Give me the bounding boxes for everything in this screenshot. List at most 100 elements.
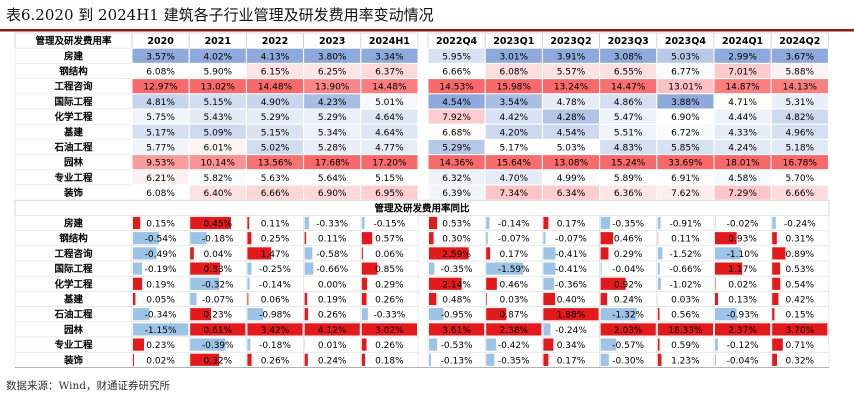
- cell-value: 7.62%: [671, 189, 700, 199]
- cell-value: 6.39%: [442, 189, 471, 199]
- cell-value: 0.92%: [614, 280, 643, 290]
- column-header: 2023Q4: [665, 36, 707, 47]
- cell-value: 15.98%: [497, 83, 532, 93]
- data-bar: [658, 278, 661, 290]
- cell-value: 5.64%: [318, 174, 347, 184]
- cell-value: 5.28%: [318, 144, 347, 154]
- cell-value: 6.68%: [442, 128, 471, 138]
- cell-value: 6.34%: [557, 189, 586, 199]
- cell-value: 5.17%: [500, 144, 529, 154]
- cell-value: 0.24%: [318, 356, 347, 366]
- data-bar: [715, 354, 716, 366]
- cell-value: 6.91%: [671, 174, 700, 184]
- data-bar: [543, 263, 555, 275]
- cell-value: 0.85%: [375, 265, 404, 275]
- cell-value: -0.04%: [612, 265, 644, 275]
- row-label: 基建: [63, 294, 84, 306]
- cell-value: 4.44%: [728, 113, 757, 123]
- cell-value: -0.13%: [441, 356, 473, 366]
- data-bar: [601, 217, 611, 229]
- cell-value: 12.97%: [143, 83, 178, 93]
- cell-value: -0.33%: [316, 220, 348, 230]
- cell-value: -0.07%: [202, 296, 234, 306]
- cell-value: 5.57%: [557, 68, 586, 78]
- cell-value: -0.35%: [441, 265, 473, 275]
- cell-value: 0.54%: [786, 280, 815, 290]
- cell-value: 7.29%: [728, 189, 757, 199]
- cell-value: -0.07%: [555, 235, 587, 245]
- cell-value: 0.06%: [261, 296, 290, 306]
- data-bar: [362, 232, 372, 244]
- cell-value: -0.41%: [555, 265, 587, 275]
- cell-value: 0.15%: [786, 311, 815, 321]
- cell-value: 7.92%: [442, 113, 471, 123]
- cell-value: 2.38%: [500, 326, 529, 336]
- cell-value: 5.02%: [261, 144, 290, 154]
- cell-value: -0.53%: [441, 341, 473, 351]
- data-bar: [305, 263, 314, 275]
- cell-value: 5.70%: [786, 174, 815, 184]
- data-bar: [362, 339, 367, 351]
- cell-value: 6.08%: [500, 68, 529, 78]
- cell-value: -1.02%: [669, 280, 701, 290]
- column-header: 2022Q4: [436, 36, 478, 47]
- data-bar: [247, 263, 251, 275]
- cell-value: 0.23%: [204, 311, 233, 321]
- cell-value: 5.29%: [442, 144, 471, 154]
- cell-value: -0.24%: [555, 326, 587, 336]
- cell-value: 0.59%: [671, 341, 700, 351]
- cell-value: 18.01%: [725, 159, 760, 169]
- cell-value: 5.15%: [375, 174, 404, 184]
- cell-value: 2.03%: [614, 326, 643, 336]
- data-bar: [247, 232, 251, 244]
- data-bar: [133, 339, 144, 351]
- cell-value: 6.66%: [786, 189, 815, 199]
- cell-value: 6.66%: [442, 68, 471, 78]
- cell-value: 3.80%: [318, 52, 347, 62]
- cell-value: 0.19%: [318, 296, 347, 306]
- row-label: 工程咨询: [54, 248, 93, 260]
- cell-value: -0.04%: [727, 356, 759, 366]
- data-bar: [429, 232, 434, 244]
- data-bar: [772, 232, 777, 244]
- row-label: 化学工程: [54, 111, 93, 123]
- cell-value: 4.28%: [557, 113, 586, 123]
- data-bar: [190, 293, 196, 305]
- cell-value: 6.90%: [671, 113, 700, 123]
- data-bar: [543, 339, 553, 351]
- cell-value: 14.87%: [725, 83, 760, 93]
- cell-value: 6.72%: [671, 128, 700, 138]
- cell-value: 5.51%: [614, 128, 643, 138]
- cell-value: 6.77%: [671, 68, 700, 78]
- column-header: 2023Q2: [550, 36, 591, 47]
- cell-value: 4.24%: [728, 144, 757, 154]
- row-label: 钢结构: [59, 66, 88, 78]
- cell-value: 6.32%: [442, 174, 471, 184]
- data-bar: [543, 217, 548, 229]
- column-header: 2024Q2: [779, 36, 820, 47]
- cell-value: -0.49%: [145, 250, 177, 260]
- cell-value: 0.30%: [442, 235, 471, 245]
- data-bar: [190, 247, 194, 259]
- cell-value: -0.54%: [145, 235, 177, 245]
- data-bar: [543, 247, 555, 259]
- cell-value: 0.87%: [500, 311, 529, 321]
- cell-value: 6.40%: [204, 189, 233, 199]
- cell-value: 0.24%: [614, 296, 643, 306]
- cell-value: 0.56%: [671, 311, 700, 321]
- data-bar: [772, 217, 776, 229]
- cell-value: 2.14%: [442, 280, 471, 290]
- column-header: 2021: [205, 36, 231, 47]
- cell-value: 0.42%: [786, 296, 815, 306]
- cell-value: 3.91%: [557, 52, 586, 62]
- cell-value: 0.46%: [500, 280, 529, 290]
- data-bar: [486, 247, 490, 259]
- cell-value: 0.13%: [728, 296, 757, 306]
- cell-value: 0.29%: [375, 280, 404, 290]
- cell-value: 5.75%: [146, 113, 175, 123]
- cell-value: 2.59%: [442, 250, 471, 260]
- data-bar: [362, 293, 367, 305]
- cell-value: 6.21%: [146, 174, 175, 184]
- cell-value: -0.18%: [259, 341, 291, 351]
